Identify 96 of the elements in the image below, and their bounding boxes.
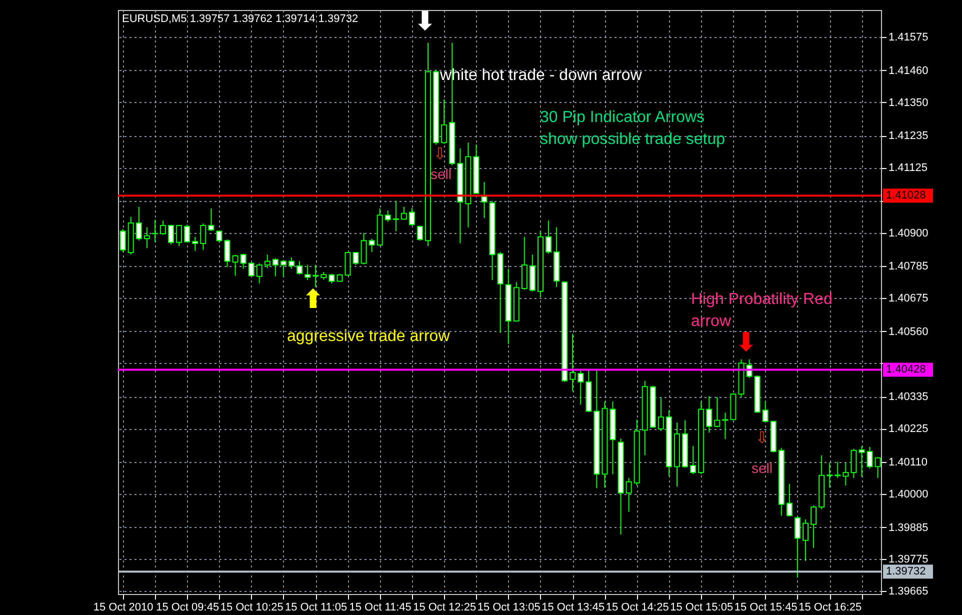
candlestick — [272, 258, 278, 277]
candlestick — [256, 262, 262, 284]
y-tick-label: 1.40000 — [888, 488, 928, 500]
candlestick — [794, 516, 800, 578]
candlestick — [176, 224, 182, 247]
candlestick — [328, 273, 335, 284]
ref-line-label: 1.40428 — [886, 364, 926, 376]
candlestick — [136, 206, 142, 242]
x-tick-label: 15 Oct 10:25 — [220, 602, 284, 614]
y-tick-label: 1.40335 — [888, 391, 928, 404]
annotation: 30 Pip Indicator Arrows show possible trade setup — [540, 109, 726, 148]
x-tick-label: 15 Oct 13:05 — [477, 602, 540, 614]
candlestick — [834, 461, 841, 478]
candlestick — [312, 264, 319, 288]
annotation: sell — [430, 166, 452, 182]
candlestick — [224, 238, 230, 268]
candlestick — [578, 368, 584, 406]
y-tick-label: 1.40110 — [888, 456, 928, 468]
x-tick-label: 15 Oct 11:45 — [349, 602, 412, 614]
candlestick — [521, 236, 528, 290]
ref-line-label: 1.41028 — [886, 190, 926, 202]
x-tick-label: 15 Oct 15:45 — [734, 602, 798, 614]
y-tick-label: 1.41235 — [888, 130, 928, 142]
x-tick-label: 15 Oct 11:05 — [284, 602, 348, 614]
candlestick — [384, 210, 391, 222]
ref-line-label: 1.39732 — [886, 566, 926, 578]
candlestick — [304, 264, 311, 281]
candlestick — [400, 206, 407, 220]
candlestick — [168, 224, 174, 245]
candlestick — [842, 462, 849, 486]
candlestick — [690, 446, 696, 475]
candlestick — [192, 236, 198, 252]
candlestick — [416, 225, 423, 242]
y-tick-label: 1.41125 — [888, 162, 928, 174]
candlestick — [232, 254, 238, 276]
x-tick-label: 15 Oct 14:25 — [606, 602, 669, 614]
y-tick-label: 1.39665 — [888, 586, 928, 598]
candlestick — [786, 483, 792, 518]
candlestick — [352, 251, 359, 266]
candlestick — [408, 207, 415, 226]
y-tick-label: 1.40785 — [888, 260, 928, 273]
candlestick — [826, 462, 833, 488]
candlestick — [392, 200, 399, 232]
candlestick — [200, 223, 206, 250]
candlestick — [570, 333, 576, 392]
candlestick — [866, 446, 873, 470]
candlestick — [658, 397, 664, 432]
y-tick-label: 1.40560 — [888, 326, 928, 338]
annotation: ⬇ — [735, 328, 757, 358]
candlestick — [858, 446, 865, 478]
x-tick-label: 15 Oct 13:45 — [542, 602, 605, 614]
x-tick-label: 15 Oct 2010 — [93, 602, 154, 614]
candlestick — [248, 262, 254, 278]
candlestick — [184, 224, 190, 243]
candlestick — [762, 400, 768, 422]
annotation: aggressive trade arrow — [287, 328, 450, 345]
candlestick — [545, 220, 552, 254]
candlestick — [120, 228, 126, 252]
y-tick-label: 1.39885 — [888, 522, 928, 534]
candlestick — [368, 238, 375, 252]
candlestick — [144, 226, 150, 249]
candlestick — [160, 220, 166, 236]
annotation: ⬆ — [302, 285, 324, 315]
annotation: ⇩ — [755, 428, 769, 447]
candlestick — [802, 518, 809, 562]
y-tick-label: 1.40675 — [888, 292, 928, 305]
candlestick — [280, 260, 286, 278]
x-tick-label: 15 Oct 12:25 — [413, 602, 476, 614]
candlestick — [722, 412, 728, 440]
x-tick-label: 15 Oct 16:25 — [798, 602, 862, 614]
y-tick-label: 1.40900 — [888, 227, 928, 240]
candlestick — [626, 477, 632, 512]
candlestick — [481, 182, 488, 219]
annotation: High Probatility Red arrow — [691, 291, 832, 330]
y-tick-label: 1.41575 — [888, 31, 928, 44]
x-tick-label: 15 Oct 09:45 — [156, 602, 220, 614]
candlestick — [714, 396, 720, 428]
annotation: sell — [751, 460, 773, 476]
y-tick-label: 1.41350 — [888, 96, 928, 109]
y-tick-label: 1.41460 — [888, 64, 928, 77]
candlestick — [441, 98, 448, 144]
y-tick-label: 1.39775 — [888, 554, 928, 566]
annotation: ⇩ — [433, 144, 447, 163]
candlestick — [850, 448, 857, 478]
candlestick — [296, 260, 303, 276]
candlestick — [810, 505, 817, 548]
chart-title: EURUSD,M5 1.39757 1.39762 1.39714 1.39732 — [122, 13, 358, 25]
candlestick — [360, 232, 367, 265]
x-tick-label: 15 Oct 15:05 — [670, 602, 734, 614]
candlestick — [264, 254, 270, 269]
candlestick — [240, 253, 246, 270]
candlestick — [706, 396, 712, 434]
candlestick — [288, 256, 294, 270]
annotation: ⬇ — [414, 7, 436, 37]
y-tick-label: 1.40225 — [888, 423, 928, 436]
candlestick — [208, 208, 214, 232]
